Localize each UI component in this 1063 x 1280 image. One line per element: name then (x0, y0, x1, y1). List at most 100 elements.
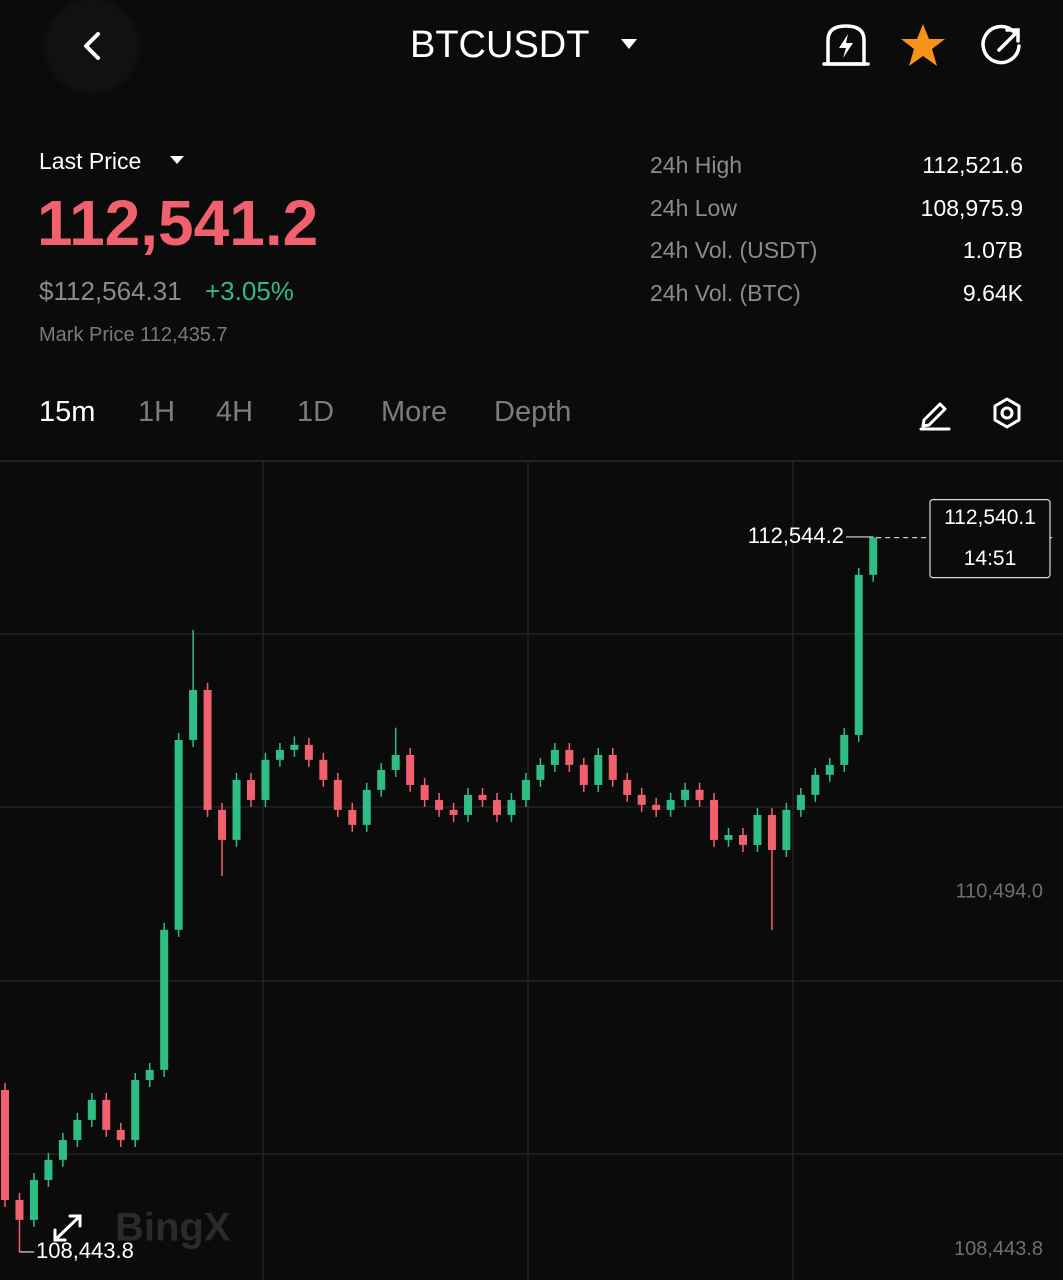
timeframe-tab[interactable]: 1H (138, 396, 176, 428)
candle-body (290, 744, 299, 750)
candle-body (102, 1099, 111, 1130)
candle-body (767, 814, 776, 850)
y-tick-label: 108,443.8 (954, 1238, 1043, 1260)
candle-body (391, 754, 400, 770)
max-marker-label: 112,544.2 (748, 523, 844, 548)
candle-body (536, 764, 545, 780)
candle-body (406, 754, 415, 785)
stat-value: 1.07B (962, 237, 1023, 264)
stat-value: 108,975.9 (920, 194, 1023, 221)
candle-body (73, 1119, 82, 1140)
candle-body (478, 794, 487, 800)
candle-body (710, 799, 719, 840)
candle-body (246, 779, 255, 800)
candle-body (594, 754, 603, 785)
stat-label: 24h Vol. (USDT) (650, 237, 818, 264)
candle-body (58, 1139, 67, 1160)
expand-icon[interactable] (53, 1214, 82, 1242)
last-price-box (929, 499, 1051, 579)
last-price: 112,541.2 (37, 187, 319, 259)
timeframe-tab[interactable]: 4H (216, 396, 254, 428)
candle-body (145, 1069, 154, 1080)
candle-body (377, 769, 386, 790)
candle-body (811, 774, 820, 795)
candle-body (840, 734, 849, 765)
candle-body (796, 794, 805, 810)
timeframe-tab[interactable]: Depth (494, 396, 572, 428)
share-icon[interactable] (974, 20, 1028, 72)
candle-body (869, 537, 878, 575)
candle-body (854, 574, 863, 735)
candle-body (275, 749, 284, 760)
candle-body (565, 749, 574, 765)
timeframe-tab[interactable]: 15m (39, 396, 96, 428)
candle-body (304, 744, 313, 760)
favorite-star[interactable] (896, 20, 950, 72)
candle-body (362, 789, 371, 825)
candle-body (579, 764, 588, 785)
candle-body (218, 809, 227, 840)
stat-value: 112,521.6 (922, 152, 1023, 178)
watermark: BingX (115, 1206, 231, 1250)
mark-price: Mark Price 112,435.7 (39, 324, 228, 346)
stat-label: 24h Vol. (BTC) (650, 280, 801, 307)
candle-body (681, 789, 690, 800)
candle-body (319, 759, 328, 780)
last-price-dropdown[interactable] (168, 154, 186, 168)
stat-label: 24h Low (650, 194, 737, 221)
alert-icon[interactable] (818, 20, 874, 72)
candle-body (608, 754, 617, 780)
symbol-title[interactable]: BTCUSDT (410, 24, 590, 66)
candle-body (420, 784, 429, 800)
timeframe-tab[interactable]: More (381, 396, 448, 428)
candle-body (15, 1199, 24, 1220)
candle-body (189, 689, 198, 740)
settings[interactable] (988, 394, 1026, 432)
candle-body (507, 799, 516, 815)
candle-body (87, 1099, 96, 1120)
candle-body (29, 1179, 38, 1220)
candle-body (348, 809, 357, 825)
candle-body (753, 814, 762, 845)
usd-price: $112,564.31 (39, 276, 182, 306)
stat-label: 24h High (650, 152, 743, 178)
stat-value: 9.64K (962, 280, 1023, 307)
candle-body (131, 1079, 140, 1140)
candle-body (435, 799, 444, 810)
candle-body (333, 779, 342, 810)
candle-body (521, 779, 530, 800)
candle-body (261, 759, 270, 800)
candle-body (492, 799, 501, 815)
last-price-time: 14:51 (964, 547, 1017, 570)
candle-body (174, 739, 183, 930)
candle-body (232, 779, 241, 840)
candle-body (160, 929, 169, 1070)
candle-body (666, 799, 675, 810)
candle-body (695, 789, 704, 800)
price-change: +3.05% (205, 276, 294, 306)
candle-body (449, 809, 458, 815)
min-marker-label: 108,443.8 (36, 1238, 134, 1263)
back-button[interactable] (48, 2, 136, 90)
candle-body (623, 779, 632, 795)
symbol-dropdown[interactable] (618, 36, 642, 54)
candle-body (738, 834, 747, 845)
back-icon (84, 32, 100, 60)
y-tick-label: 110,494.0 (956, 881, 1044, 903)
last-price-label: 112,540.1 (944, 506, 1036, 529)
candle-body (464, 794, 473, 815)
candle-body (550, 749, 559, 765)
candle-body (637, 794, 646, 805)
candle-body (203, 689, 212, 810)
candle-body (652, 804, 661, 810)
candle-body (44, 1159, 53, 1180)
draw-tool[interactable] (916, 394, 954, 432)
grid (0, 461, 1063, 1280)
candle-body (825, 764, 834, 775)
timeframe-tab[interactable]: 1D (297, 396, 335, 428)
candle-body (1, 1089, 9, 1200)
last-price-label[interactable]: Last Price (39, 148, 142, 174)
candle-body (724, 834, 733, 840)
